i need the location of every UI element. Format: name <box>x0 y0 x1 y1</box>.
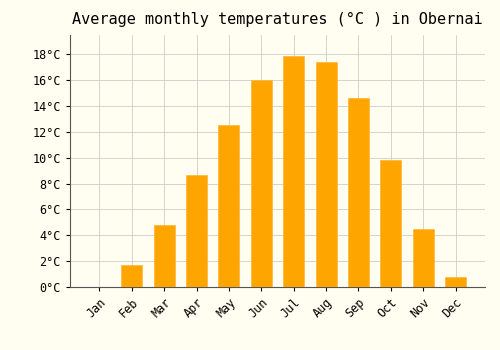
Bar <box>445 276 466 287</box>
Bar <box>186 175 207 287</box>
Bar <box>218 125 240 287</box>
Bar <box>348 98 369 287</box>
Bar <box>412 229 434 287</box>
Bar <box>251 80 272 287</box>
Bar <box>121 265 142 287</box>
Bar <box>154 225 174 287</box>
Bar <box>316 62 336 287</box>
Title: Average monthly temperatures (°C ) in Obernai: Average monthly temperatures (°C ) in Ob… <box>72 12 483 27</box>
Bar <box>283 56 304 287</box>
Bar <box>380 160 402 287</box>
